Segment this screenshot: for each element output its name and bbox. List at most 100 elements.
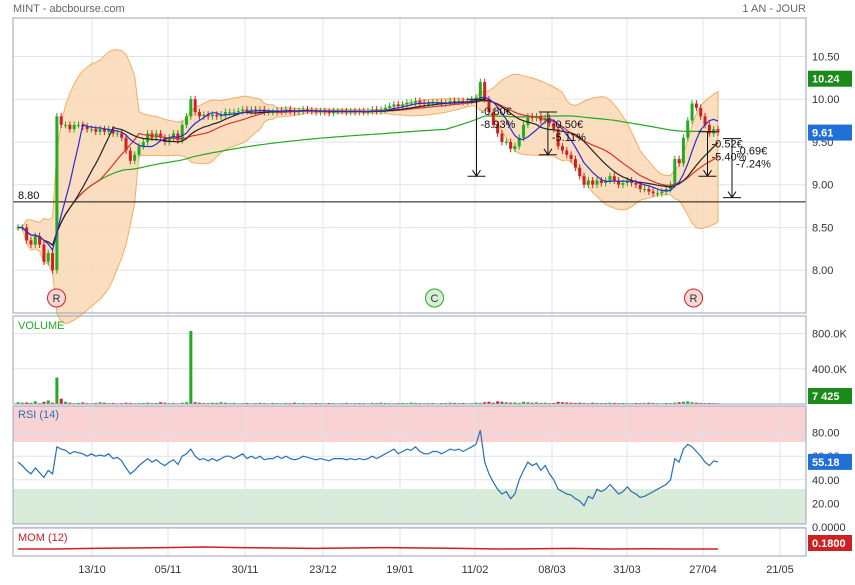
candle-body-114	[509, 141, 513, 149]
candle-body-17	[89, 129, 93, 131]
volume-bar-66	[301, 402, 305, 404]
volume-bar-120	[535, 402, 539, 404]
volume-bar-42	[197, 402, 201, 404]
candle-body-18	[94, 129, 98, 132]
candle-body-71	[323, 111, 327, 113]
event-marker-label-2: R	[690, 293, 698, 305]
candle-body-156	[690, 103, 694, 121]
mm7-line	[18, 96, 719, 252]
volume-bar-1	[20, 402, 24, 404]
annotation-arrowhead-1	[543, 148, 553, 156]
volume-bar-109	[487, 401, 491, 404]
candle-body-133	[591, 180, 595, 185]
volume-bar-46	[215, 402, 219, 404]
volume-bar-79	[357, 402, 361, 404]
volume-bar-20	[102, 402, 106, 404]
time-tick-4: 19/01	[386, 564, 414, 576]
volume-axis: 800.0K 400.0K 7 425	[808, 329, 852, 404]
rsi-path	[17, 430, 719, 507]
volume-bar-134	[595, 402, 599, 404]
candle-body-107	[478, 82, 482, 98]
volume-bar-76	[344, 402, 348, 404]
event-marker-1[interactable]	[425, 288, 444, 308]
candle-body-51	[236, 111, 240, 113]
candle-body-152	[673, 159, 677, 185]
volume-panel: VOLUME 800.0K 400.0K 7 425	[12, 315, 852, 405]
candle-body-125	[556, 129, 560, 147]
candle-body-48	[223, 112, 227, 115]
volume-bar-100	[448, 402, 452, 404]
candle-body-33	[159, 133, 163, 138]
volume-bar-4	[33, 401, 37, 404]
volume-bar-113	[504, 402, 508, 404]
candle-body-153	[677, 159, 681, 164]
candle-body-91	[409, 102, 413, 104]
candle-body-148	[656, 193, 660, 195]
price-panel: 8.80 -0.80€-8.93% -0.50€-5.11% -0.52€-5.40…	[12, 17, 852, 325]
volume-bar-133	[591, 402, 595, 404]
candle-body-105	[470, 99, 474, 101]
candle-body-7	[46, 253, 50, 262]
candle-body-157	[694, 103, 698, 108]
candle-body-137	[608, 176, 612, 181]
time-tick-8: 27/04	[689, 564, 717, 576]
volume-bar-106	[474, 402, 478, 404]
annotation-arrowhead-2	[703, 169, 712, 178]
volume-bar-129	[573, 402, 577, 404]
volume-tick-0: 800.0K	[812, 329, 848, 341]
volume-bar-9	[55, 377, 59, 404]
candle-body-23	[115, 133, 119, 135]
annotation-pct-2: -5.40%	[712, 152, 747, 164]
chart-source-title: MINT - abcbourse.com	[13, 3, 125, 15]
volume-bar-2	[25, 402, 29, 404]
candle-body-101	[452, 100, 456, 102]
time-tick-1: 05/11	[155, 564, 182, 576]
candle-body-139	[617, 180, 621, 185]
volume-bar-119	[530, 402, 534, 404]
annotation-arrowhead-3	[727, 191, 737, 199]
candle-body-147	[651, 191, 655, 194]
volume-bar-157	[694, 402, 698, 404]
candle-body-3	[29, 240, 33, 245]
price-badges: 10.24 9.61	[808, 70, 852, 141]
volume-bar-108	[483, 402, 487, 404]
volume-bar-53	[245, 402, 249, 404]
volume-bar-115	[513, 402, 517, 404]
candle-body-83	[375, 109, 379, 112]
volume-tick-1: 400.0K	[812, 364, 848, 376]
volume-bar-121	[539, 402, 543, 404]
candle-body-130	[578, 167, 582, 177]
volume-bar-92	[414, 402, 418, 404]
event-marker-2[interactable]	[684, 288, 703, 308]
volume-bar-138	[612, 402, 616, 404]
volume-bar-96	[431, 402, 435, 404]
chart-period-label: 1 AN - JOUR	[742, 3, 806, 15]
candle-body-53	[245, 109, 249, 112]
momentum-panel-frame	[12, 527, 807, 557]
candle-body-155	[686, 120, 690, 138]
annotation-abs-2: -0.52€	[712, 139, 743, 151]
candle-body-13	[72, 124, 76, 130]
variation-annotations: -0.80€-8.93% -0.50€-5.11% -0.52€-5.40%-0.6…	[467, 98, 771, 199]
volume-bar-158	[699, 402, 703, 404]
rsi-tick-0: 80.00	[812, 428, 840, 440]
volume-bar-11	[64, 401, 68, 404]
annotation-abs-1: -0.50€	[552, 119, 583, 131]
candle-body-162	[716, 129, 720, 133]
volume-bar-6	[42, 401, 46, 404]
volume-bar-147	[651, 402, 655, 404]
event-marker-0[interactable]	[47, 288, 66, 308]
candle-body-93	[418, 100, 422, 103]
rsi-tick-2: 40.00	[812, 475, 840, 487]
price-badge-bg-1	[808, 124, 852, 141]
volume-panel-title: VOLUME	[18, 320, 64, 332]
rsi-badge-bg	[808, 453, 852, 470]
volume-bar-32	[154, 402, 158, 404]
mm7-path	[18, 96, 719, 252]
volume-bar-33	[159, 402, 163, 404]
time-tick-2: 30/11	[232, 564, 259, 576]
time-axis: 13/10 05/11 30/11 23/12 19/01 11/02 08/03 31/03…	[78, 564, 794, 576]
momentum-panel-title: MOM (12)	[18, 532, 68, 544]
